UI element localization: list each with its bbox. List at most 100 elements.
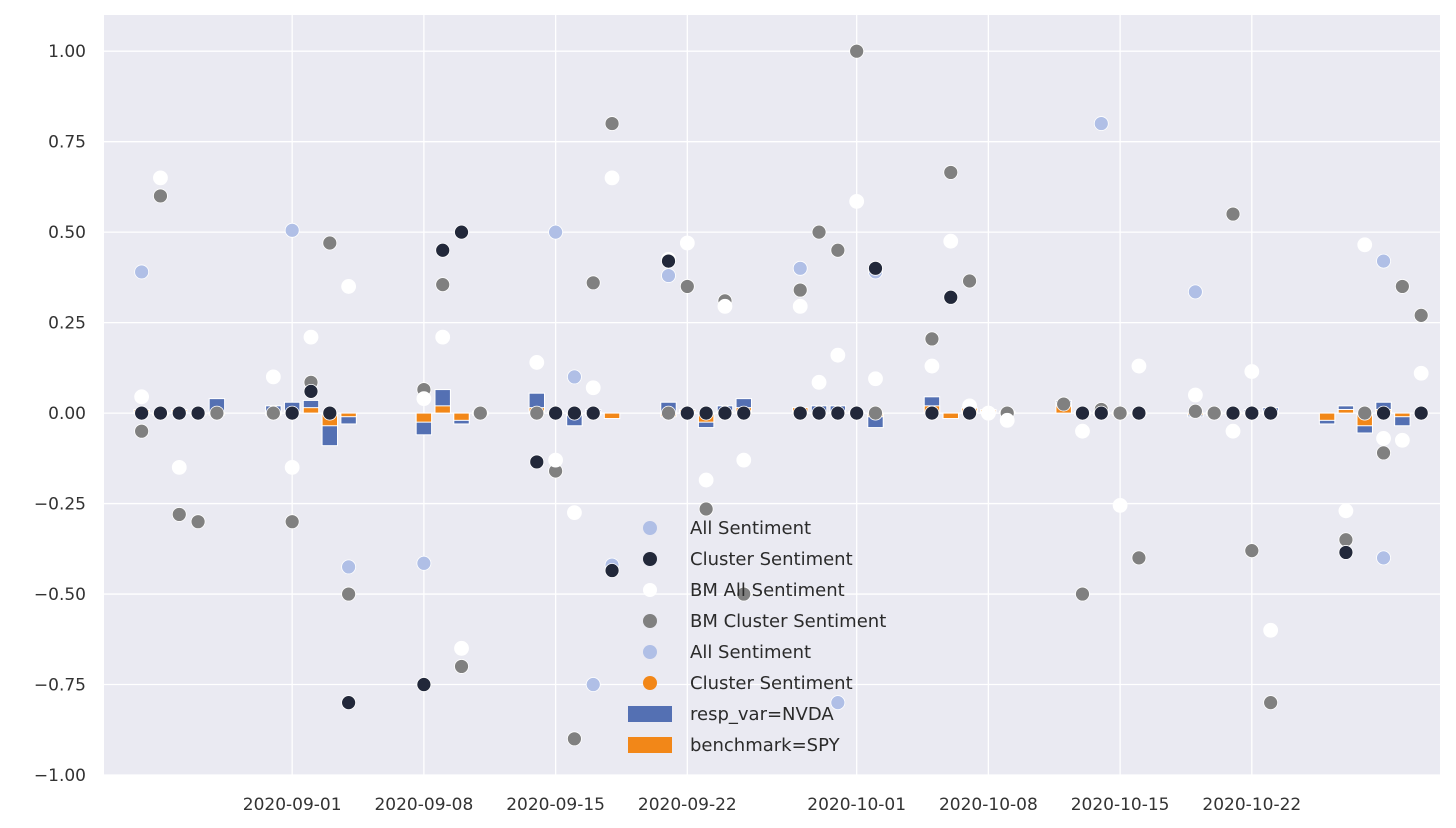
cluster-sentiment-point <box>416 677 432 692</box>
bm-all-sentiment-point <box>679 235 695 251</box>
cluster-sentiment-point <box>585 405 601 421</box>
bm-all-sentiment-point <box>943 233 959 249</box>
cluster-sentiment-point <box>679 405 695 421</box>
cluster-sentiment-point <box>924 405 940 421</box>
cluster-sentiment-point <box>171 405 187 421</box>
cluster-sentiment-point <box>341 695 357 711</box>
bm-all-sentiment-point <box>1376 431 1391 446</box>
bm-cluster-sentiment-point <box>454 659 469 674</box>
bm-all-sentiment-point <box>1112 497 1128 513</box>
bm-cluster-sentiment-point <box>209 405 225 421</box>
bm-cluster-sentiment-point <box>134 423 150 439</box>
bm-cluster-sentiment-point <box>1357 405 1373 421</box>
all-sentiment-point <box>567 369 582 385</box>
bm-all-sentiment-point <box>1131 358 1147 374</box>
legend-label: All Sentiment <box>690 518 811 539</box>
bar-spy <box>1318 412 1336 421</box>
cluster-sentiment-point <box>943 289 959 305</box>
bm-all-sentiment-point <box>811 374 827 390</box>
bm-cluster-sentiment-point <box>585 275 601 291</box>
cluster-sentiment-point <box>134 405 150 421</box>
legend-label: Cluster Sentiment <box>690 549 853 570</box>
y-tick-label: −0.75 <box>34 676 86 696</box>
y-tick-label: 0.75 <box>48 133 86 153</box>
y-tick-label: −1.00 <box>34 766 86 786</box>
legend-label: BM Cluster Sentiment <box>690 611 886 632</box>
x-tick-label: 2020-10-01 <box>807 795 906 815</box>
bar-spy <box>434 405 451 414</box>
cluster-sentiment-point <box>962 405 977 421</box>
cluster-sentiment-point <box>454 224 469 240</box>
bm-all-sentiment-point <box>548 452 564 468</box>
bm-cluster-sentiment-point <box>322 235 338 251</box>
cluster-sentiment-point <box>868 260 883 276</box>
bm-all-sentiment-point <box>1413 365 1429 381</box>
x-tick-label: 2020-09-22 <box>638 795 737 815</box>
bm-all-sentiment-point <box>1187 387 1203 403</box>
bm-cluster-sentiment-point <box>661 405 676 421</box>
cluster-sentiment-point <box>190 405 206 421</box>
cluster-sentiment-point <box>792 405 808 421</box>
cluster-sentiment-point <box>698 405 714 421</box>
bm-cluster-sentiment-point <box>1075 586 1090 602</box>
legend-marker <box>643 552 657 566</box>
bm-cluster-sentiment-point <box>1263 695 1279 711</box>
bar-spy <box>1337 408 1355 414</box>
x-tick-label: 2020-10-22 <box>1202 795 1301 815</box>
bm-cluster-sentiment-point <box>435 277 451 293</box>
bm-cluster-sentiment-point <box>153 188 168 204</box>
legend-marker <box>643 521 657 535</box>
bar-spy <box>1394 412 1411 418</box>
y-tick-label: 1.00 <box>48 42 86 62</box>
bm-cluster-sentiment-point <box>1206 405 1222 421</box>
bm-cluster-sentiment-point <box>472 405 488 421</box>
bm-all-sentiment-point <box>849 193 865 209</box>
bar-spy <box>302 407 320 414</box>
legend-swatch <box>628 706 672 722</box>
bm-all-sentiment-point <box>454 640 469 656</box>
all-sentiment-point <box>661 268 676 283</box>
cluster-sentiment-point <box>1413 405 1429 421</box>
bm-cluster-sentiment-point <box>1244 543 1260 559</box>
bm-all-sentiment-point <box>134 389 150 405</box>
bm-cluster-sentiment-point <box>962 273 977 289</box>
bm-cluster-sentiment-point <box>830 242 846 258</box>
all-sentiment-point <box>830 695 846 711</box>
bm-cluster-sentiment-point <box>1112 405 1128 421</box>
legend-swatch <box>628 737 672 753</box>
bm-all-sentiment-point <box>980 405 996 421</box>
y-tick-label: −0.25 <box>34 495 86 515</box>
cluster-sentiment-point <box>830 405 846 421</box>
bm-cluster-sentiment-point <box>849 43 865 59</box>
bm-all-sentiment-point <box>792 298 808 314</box>
bm-cluster-sentiment-point <box>604 116 620 131</box>
cluster-sentiment-point <box>1376 405 1391 421</box>
all-sentiment-point <box>1376 253 1391 269</box>
cluster-sentiment-point <box>567 405 582 421</box>
bm-all-sentiment-point <box>341 279 357 294</box>
cluster-sentiment-point <box>435 242 451 258</box>
bm-all-sentiment-point <box>1338 503 1354 519</box>
bar-spy <box>942 412 959 420</box>
all-sentiment-point <box>1187 284 1203 300</box>
bm-all-sentiment-point <box>924 358 940 374</box>
bm-cluster-sentiment-point <box>868 405 883 421</box>
bm-cluster-sentiment-point <box>1338 532 1354 548</box>
bm-all-sentiment-point <box>265 369 281 385</box>
bar-spy <box>603 412 621 420</box>
bm-cluster-sentiment-point <box>265 405 281 421</box>
cluster-sentiment-point <box>1075 405 1090 421</box>
legend-marker <box>643 614 657 628</box>
bm-cluster-sentiment-point <box>1131 550 1147 566</box>
all-sentiment-point <box>585 677 601 692</box>
y-tick-label: 0.50 <box>48 223 86 243</box>
bm-cluster-sentiment-point <box>1413 307 1429 323</box>
all-sentiment-point <box>416 555 432 571</box>
x-tick-label: 2020-09-15 <box>506 795 605 815</box>
bm-all-sentiment-point <box>1225 423 1241 439</box>
x-tick-label: 2020-10-15 <box>1071 795 1170 815</box>
bm-cluster-sentiment-point <box>679 279 695 294</box>
bm-all-sentiment-point <box>999 412 1015 428</box>
legend-label: All Sentiment <box>690 642 811 663</box>
